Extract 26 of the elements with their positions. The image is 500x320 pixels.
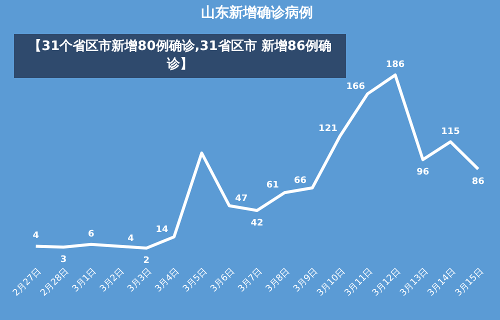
x-tick-label: 3月2日 (98, 266, 126, 294)
x-tick-label: 3月7日 (236, 266, 265, 294)
x-tick-label: 3月1日 (70, 266, 99, 294)
text: 【31个省区市新增80例确诊,31省区市 新增86例确诊】 (28, 38, 332, 74)
data-label: 66 (294, 176, 307, 186)
data-label: 47 (235, 194, 248, 204)
x-tick-label: 3月8日 (264, 266, 292, 294)
data-label: 186 (386, 60, 405, 70)
data-label: 6 (88, 229, 94, 240)
data-label: 121 (318, 124, 338, 134)
chart-title: 山东新增确诊病例 (201, 4, 313, 21)
data-label: 3 (60, 255, 67, 266)
data-label: 4 (128, 234, 134, 244)
data-label: 166 (346, 82, 365, 92)
x-tick-label: 3月5日 (181, 266, 210, 294)
data-label: 2 (143, 256, 150, 266)
data-label: 115 (441, 126, 460, 137)
x-tick-label: 3月6日 (209, 266, 237, 294)
data-label: 61 (266, 180, 279, 191)
x-tick-label: 3月3日 (126, 266, 154, 294)
data-label: 42 (250, 218, 264, 228)
data-label: 86 (472, 177, 484, 188)
data-label: 14 (156, 224, 168, 235)
data-label: 4 (32, 231, 39, 242)
x-tick-label: 3月4日 (154, 266, 182, 294)
data-label: 96 (416, 168, 430, 178)
